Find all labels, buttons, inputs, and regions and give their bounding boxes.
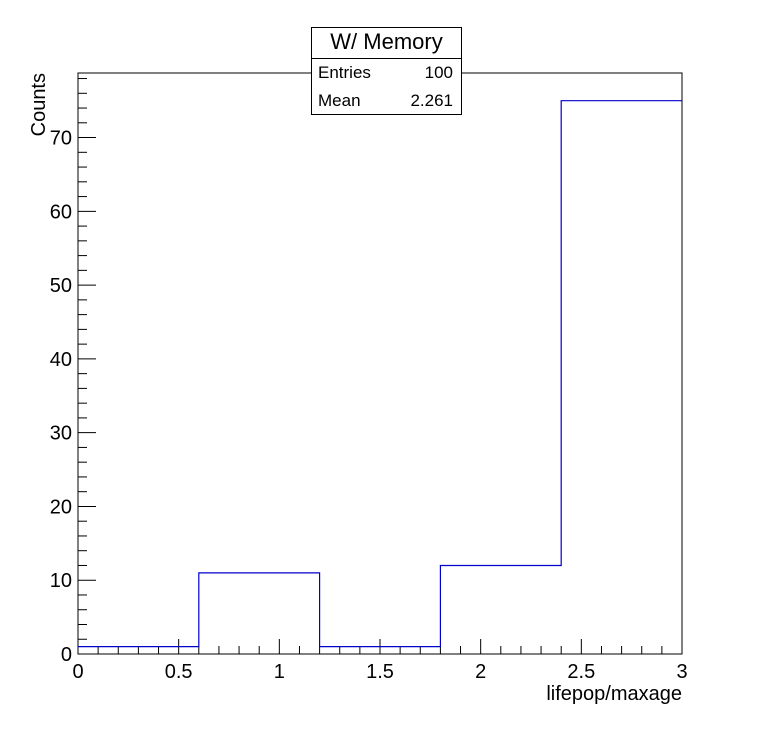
stats-entries-value: 100 xyxy=(424,63,453,82)
x-tick-label: 2.5 xyxy=(567,661,595,683)
x-axis-title: lifepop/maxage xyxy=(546,683,682,705)
stats-box: W/ Memory Entries 100 Mean 2.261 xyxy=(311,27,462,115)
x-axis: 0 0.5 1 1.5 2 2.5 3 xyxy=(72,639,688,683)
stats-mean-value: 2.261 xyxy=(410,91,453,110)
y-axis: 0 10 20 30 40 50 60 70 xyxy=(50,78,96,666)
y-tick-label: 20 xyxy=(50,496,72,518)
stats-mean-label: Mean xyxy=(318,91,361,110)
y-tick-label: 50 xyxy=(50,275,72,297)
histogram-series xyxy=(78,100,682,648)
x-tick-label: 1.5 xyxy=(366,661,394,683)
y-tick-label: 60 xyxy=(50,201,72,223)
stats-title: W/ Memory xyxy=(312,28,461,59)
x-tick-label: 0 xyxy=(72,661,83,683)
plot-frame xyxy=(77,72,683,655)
x-tick-label: 2 xyxy=(475,661,486,683)
y-tick-label: 30 xyxy=(50,423,72,445)
y-tick-label: 0 xyxy=(61,644,72,666)
stats-entries-row: Entries 100 xyxy=(312,59,461,87)
y-tick-label: 10 xyxy=(50,570,72,592)
stats-mean-row: Mean 2.261 xyxy=(312,87,461,115)
y-axis-title: Counts xyxy=(28,73,50,136)
x-tick-label: 1 xyxy=(274,661,285,683)
x-tick-label: 3 xyxy=(676,661,687,683)
y-tick-label: 70 xyxy=(50,128,72,150)
x-tick-label: 0.5 xyxy=(165,661,193,683)
y-tick-label: 40 xyxy=(50,349,72,371)
stats-entries-label: Entries xyxy=(318,63,371,82)
